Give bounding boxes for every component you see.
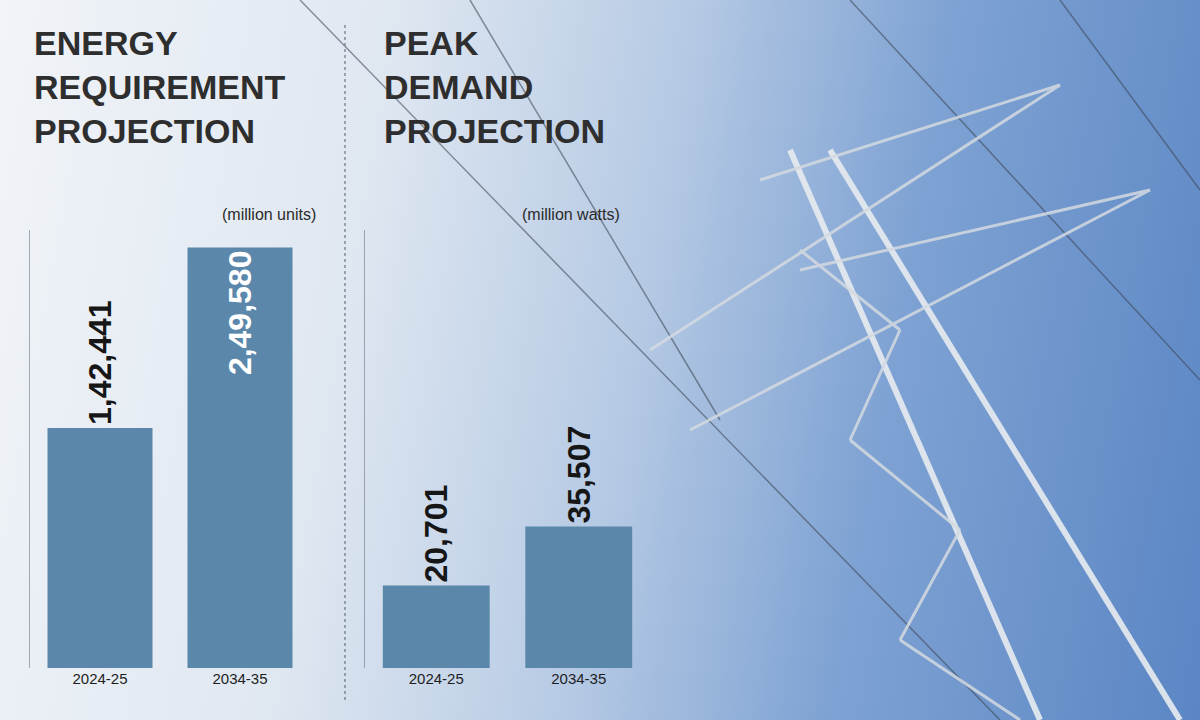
- svg-text:2024-25: 2024-25: [72, 670, 127, 687]
- svg-text:ENERGYREQUIREMENTPROJECTION: ENERGYREQUIREMENTPROJECTION: [34, 24, 285, 150]
- svg-text:20,701: 20,701: [418, 485, 454, 583]
- svg-text:2034-35: 2034-35: [212, 670, 267, 687]
- svg-text:1,42,441: 1,42,441: [82, 300, 118, 425]
- svg-text:2,49,580: 2,49,580: [222, 251, 258, 376]
- svg-text:PEAKDEMANDPROJECTION: PEAKDEMANDPROJECTION: [384, 24, 605, 150]
- svg-text:(million watts): (million watts): [522, 206, 620, 223]
- svg-text:2034-35: 2034-35: [551, 670, 606, 687]
- svg-text:35,507: 35,507: [561, 426, 597, 524]
- svg-text:(million units): (million units): [222, 206, 316, 223]
- svg-text:2024-25: 2024-25: [409, 670, 464, 687]
